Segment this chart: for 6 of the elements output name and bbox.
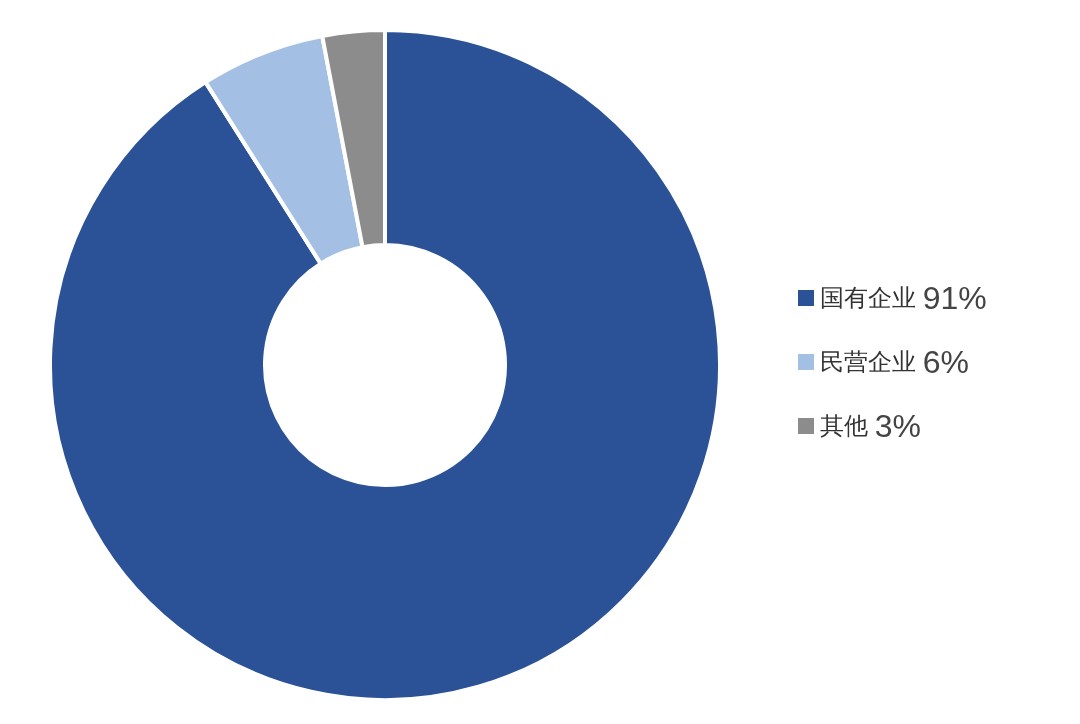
legend-label: 国有企业 <box>820 284 916 312</box>
legend-label: 其他 <box>820 412 868 440</box>
legend-label: 民营企业 <box>820 348 916 376</box>
data-label: 6% <box>922 344 969 380</box>
data-label: 3% <box>874 408 921 444</box>
data-label: 91% <box>922 280 987 316</box>
